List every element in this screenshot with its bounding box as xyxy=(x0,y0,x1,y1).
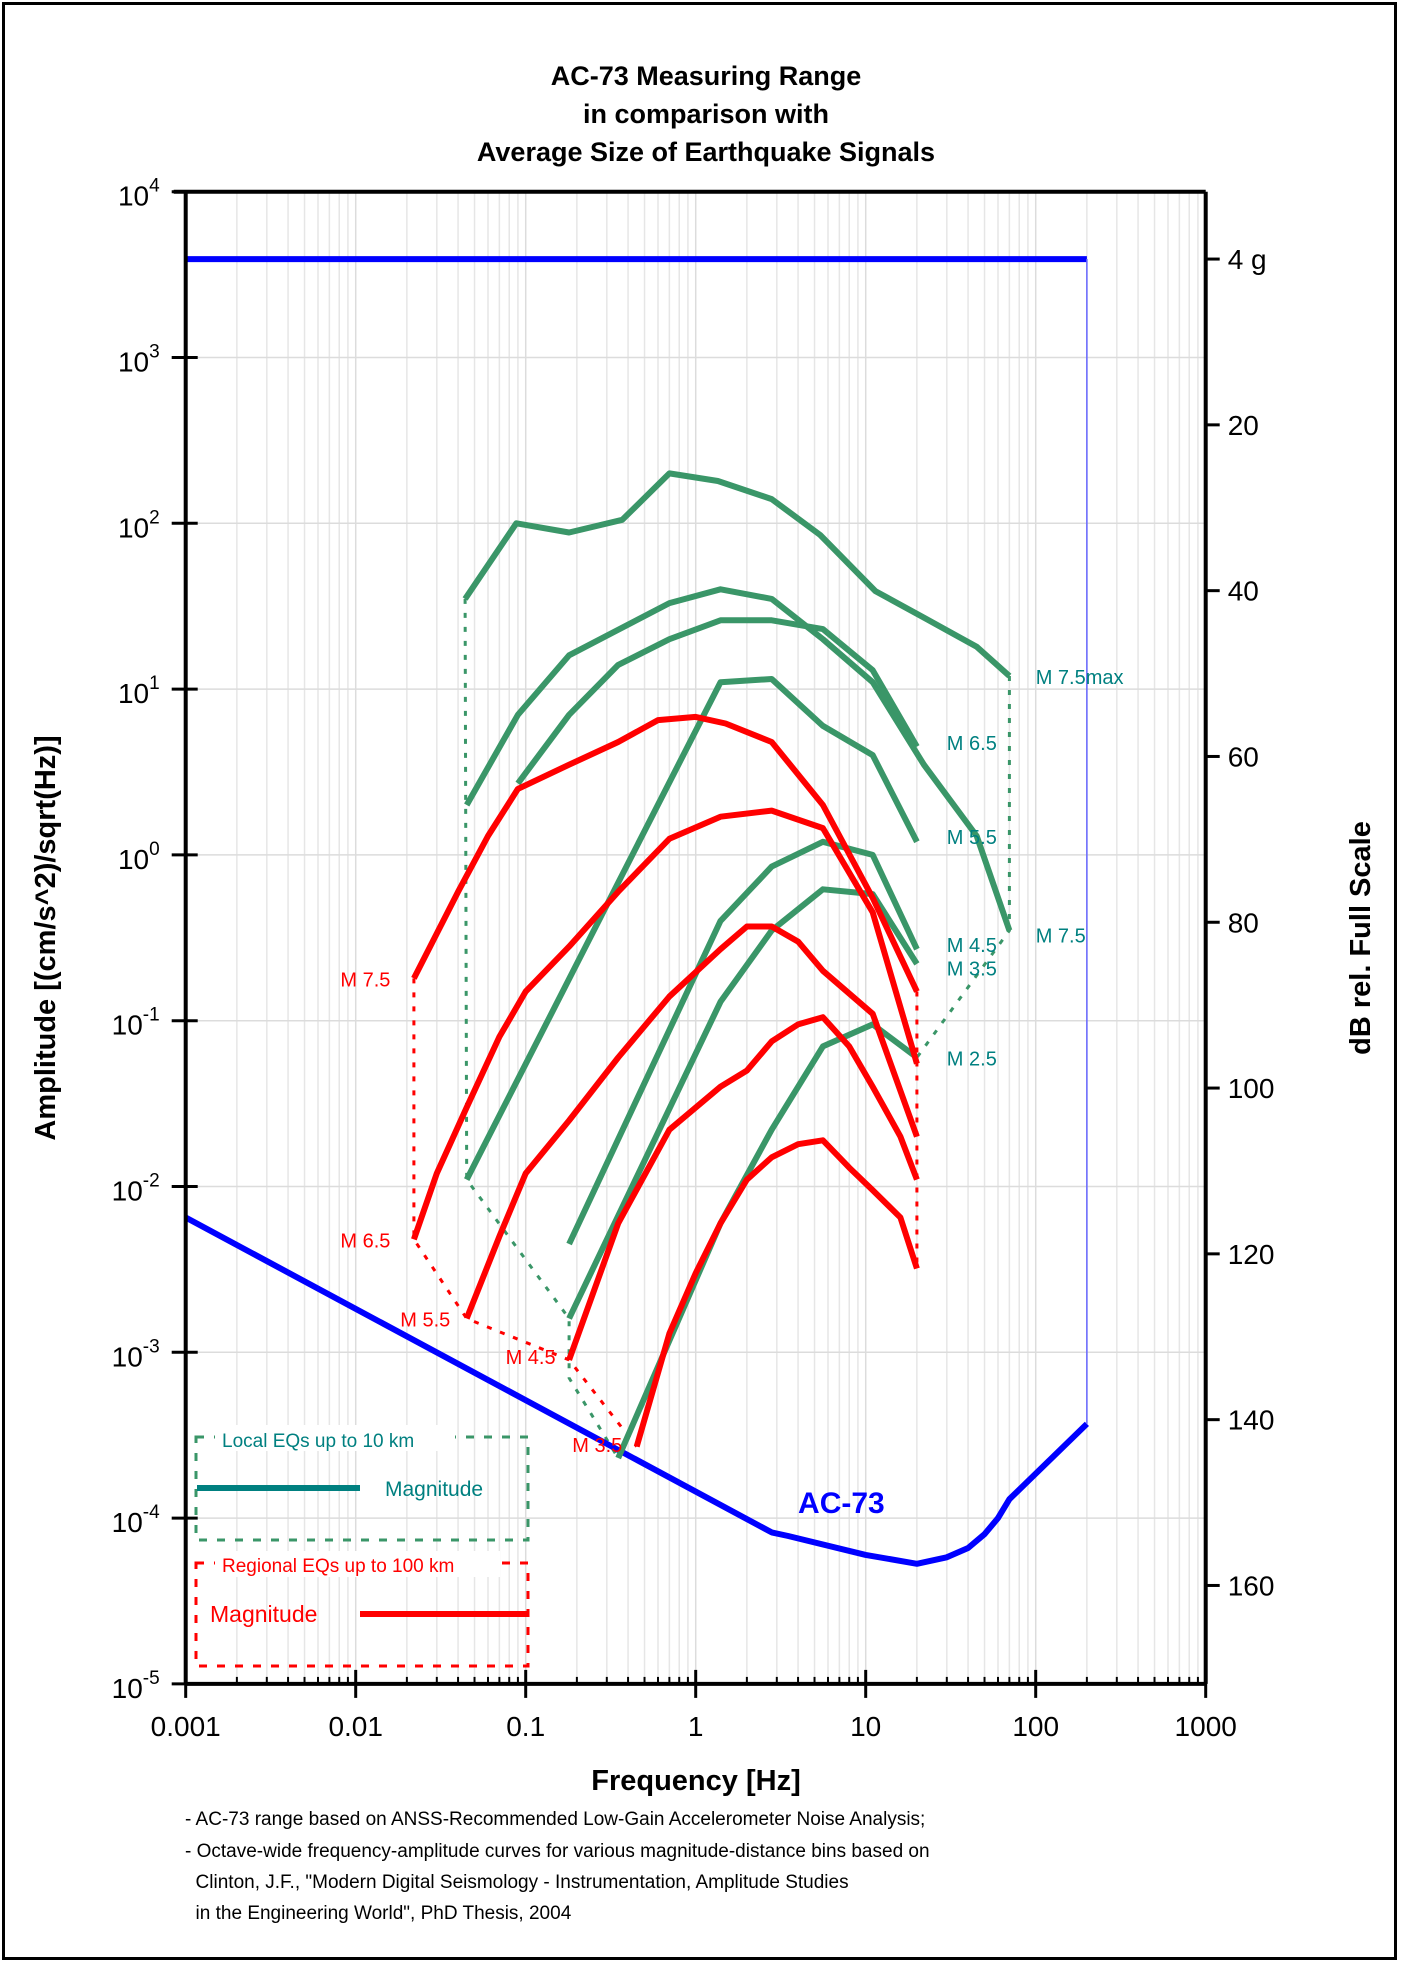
x-tick-label: 10 xyxy=(850,1711,881,1742)
local-connector-dotted xyxy=(463,598,620,1459)
chart-title-line-3: Average Size of Earthquake Signals xyxy=(477,137,935,167)
series-line-local-m7-5 xyxy=(464,586,1013,932)
legend-regional-title-bg xyxy=(215,1551,500,1577)
legend-local-label: Magnitude xyxy=(385,1478,483,1501)
note-line-1: - AC-73 range based on ANSS-Recommended … xyxy=(185,1809,925,1830)
local-label: M 4.5 xyxy=(947,935,997,957)
local-label: M 3.5 xyxy=(947,958,997,980)
y-right-tick-label: 20 xyxy=(1228,410,1259,441)
series-line-regional-m3-5 xyxy=(633,1137,920,1448)
y-right-tick-label: 140 xyxy=(1228,1405,1275,1436)
y-axis-label: Amplitude [(cm/s^2)/sqrt(Hz)] xyxy=(30,735,62,1140)
legend-local-title-bg xyxy=(215,1425,455,1451)
y-tick-label: 104 xyxy=(118,176,160,212)
y-tick-label: 100 xyxy=(118,839,160,875)
ac73-label: AC-73 xyxy=(798,1487,885,1520)
legend-regional-title: Regional EQs up to 100 km xyxy=(222,1556,454,1577)
local-label: M 7.5max xyxy=(1036,667,1124,689)
chart-title-line-2: in comparison with xyxy=(583,99,829,129)
local-label: M 5.5 xyxy=(947,827,997,849)
local-label: M 2.5 xyxy=(947,1048,997,1070)
y-right-tick-label: 40 xyxy=(1228,576,1259,607)
series-line-regional-m6-5 xyxy=(411,807,920,1241)
y-tick-label: 10-4 xyxy=(112,1502,160,1538)
legend-local-title: Local EQs up to 10 km xyxy=(222,1431,414,1452)
series-line-regional-m5-5 xyxy=(463,923,920,1320)
chart-title-line-1: AC-73 Measuring Range xyxy=(551,61,862,91)
y-right-tick-label: 80 xyxy=(1228,907,1259,938)
y-right-tick-label: 120 xyxy=(1228,1239,1275,1270)
local-label: M 7.5 xyxy=(1036,926,1086,948)
y-tick-label: 101 xyxy=(118,673,160,709)
y-right-tick-label: 100 xyxy=(1228,1073,1275,1104)
legend: Local EQs up to 10 km Magnitude Regional… xyxy=(194,1425,530,1668)
series-line-local-m5-5 xyxy=(464,676,920,1181)
y-right-tick-label: 60 xyxy=(1228,741,1259,772)
y-tick-label: 102 xyxy=(118,507,160,543)
series-line-ac-73-noise xyxy=(184,1214,1089,1567)
series-line-local-m3-5 xyxy=(566,886,920,1320)
y-right-tick-label: 160 xyxy=(1228,1570,1275,1601)
series-layer xyxy=(184,256,1089,1567)
y-tick-label: 10-5 xyxy=(112,1668,160,1704)
regional-label: M 7.5 xyxy=(340,969,390,991)
x-tick-label: 100 xyxy=(1012,1711,1059,1742)
x-tick-label: 0.1 xyxy=(506,1711,545,1742)
x-tick-label: 1000 xyxy=(1175,1711,1237,1742)
regional-label: M 5.5 xyxy=(400,1309,450,1331)
legend-regional-label: Magnitude xyxy=(210,1601,317,1627)
x-tick-label: 1 xyxy=(688,1711,704,1742)
x-axis-label: Frequency [Hz] xyxy=(591,1765,800,1797)
y-right-tick-label: 4 g xyxy=(1228,244,1267,275)
regional-label: M 4.5 xyxy=(506,1347,556,1369)
regional-label: M 3.5 xyxy=(572,1435,622,1457)
local-label: M 6.5 xyxy=(947,733,997,755)
x-tick-label: 0.001 xyxy=(151,1711,221,1742)
series-line-regional-m4-5 xyxy=(566,1014,920,1361)
series-line-local-m6-5 xyxy=(515,617,920,786)
regional-label: M 6.5 xyxy=(340,1230,390,1252)
y-tick-label: 10-1 xyxy=(112,1005,160,1041)
y-tick-label: 103 xyxy=(118,342,160,378)
note-line-4: in the Engineering World", PhD Thesis, 2… xyxy=(185,1903,572,1924)
note-line-3: Clinton, J.F., "Modern Digital Seismolog… xyxy=(185,1872,849,1893)
note-line-2: - Octave-wide frequency-amplitude curves… xyxy=(185,1841,930,1862)
y-tick-label: 10-3 xyxy=(112,1336,160,1372)
x-tick-label: 0.01 xyxy=(328,1711,383,1742)
y-tick-label: 10-2 xyxy=(112,1171,160,1207)
y-axis-right-label: dB rel. Full Scale xyxy=(1345,821,1377,1055)
series-line-local-m7-5max xyxy=(462,470,1012,679)
axes: 0.001 0.01 0.1 1 10 100 1000 104 103 102 101 100 10-… xyxy=(112,176,1275,1742)
series-line-regional-m7-5 xyxy=(411,713,920,993)
